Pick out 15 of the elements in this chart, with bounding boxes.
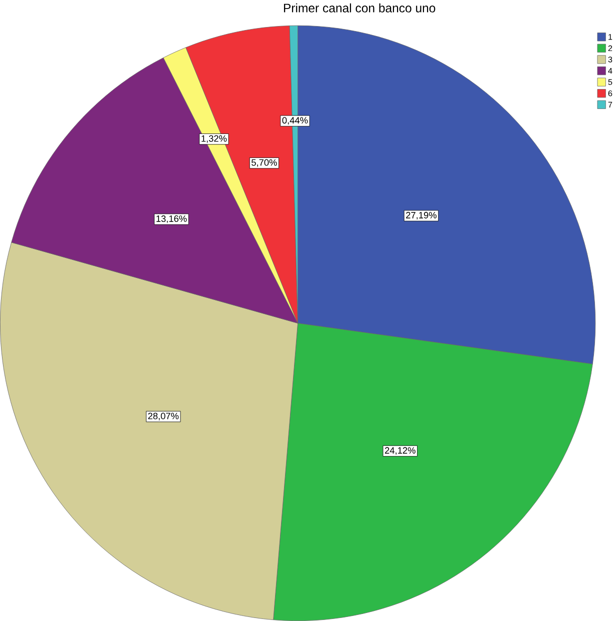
legend-label: 4: [608, 68, 612, 74]
legend-label: 1: [608, 34, 612, 40]
data-label: 24,12%: [384, 447, 416, 455]
legend-label: 7: [608, 102, 612, 108]
legend-label: 5: [608, 79, 612, 85]
data-label: 0,44%: [282, 117, 308, 125]
legend-label: 2: [608, 45, 612, 52]
chart-title: Primer canal con banco uno: [284, 3, 435, 12]
data-label: 13,16%: [156, 215, 186, 224]
legend-label: 6: [608, 90, 612, 96]
legend-label: 3: [608, 56, 612, 62]
data-label: 5,70%: [251, 159, 277, 167]
data-label: 28,07%: [148, 412, 178, 420]
data-label: 27,19%: [406, 212, 436, 220]
data-label: 1,32%: [201, 135, 226, 143]
